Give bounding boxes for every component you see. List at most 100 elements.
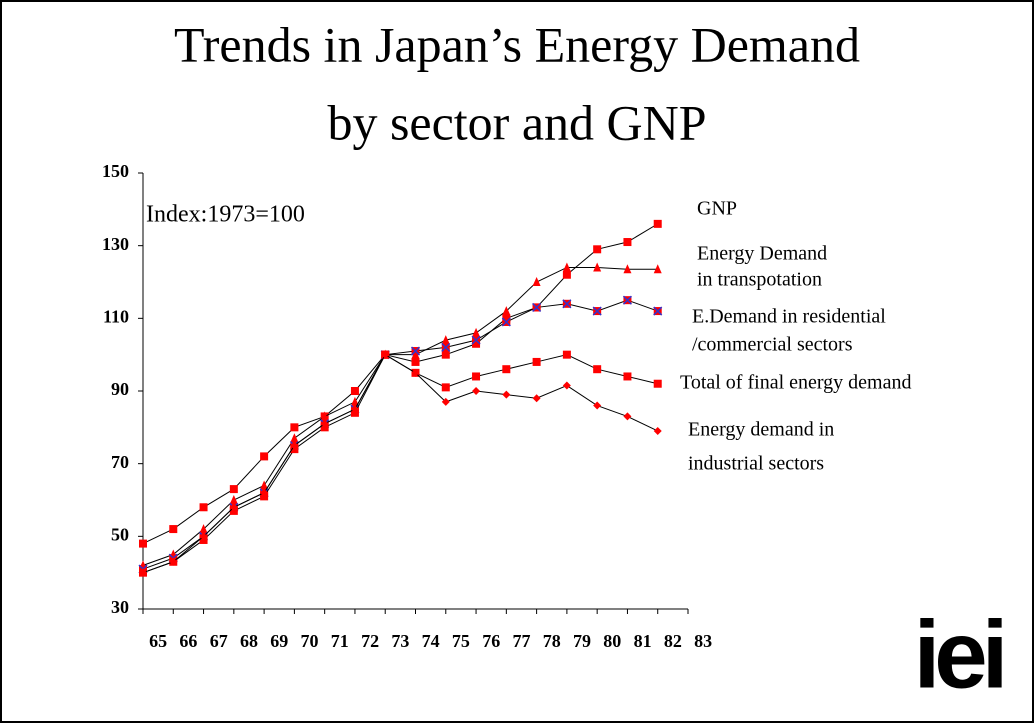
x-tick-label: 81	[634, 631, 652, 651]
x-tick-label: 77	[512, 631, 530, 651]
marker	[441, 397, 450, 406]
marker	[562, 350, 571, 359]
y-tick-label: 30	[111, 597, 129, 617]
y-tick-label: 150	[102, 161, 129, 181]
x-tick-label: 79	[573, 631, 591, 651]
marker	[653, 219, 662, 228]
marker	[593, 365, 602, 374]
marker	[411, 357, 420, 366]
marker	[472, 327, 481, 337]
marker	[562, 262, 571, 272]
marker	[472, 387, 481, 395]
marker-cross	[622, 295, 632, 305]
marker	[562, 381, 571, 390]
x-tick-label: 75	[452, 631, 470, 651]
marker-cross	[471, 335, 481, 345]
title-line: by sector and GNP	[327, 94, 706, 150]
marker	[169, 525, 178, 534]
marker	[139, 539, 147, 548]
marker	[320, 419, 329, 428]
title-line: Trends in Japan’s Energy Demand	[174, 16, 860, 72]
annotation: Index:1973=100	[146, 202, 305, 228]
series-label: Energy Demand	[697, 243, 827, 265]
marker	[381, 350, 390, 359]
marker	[441, 350, 450, 359]
marker	[199, 532, 208, 541]
marker	[653, 379, 662, 388]
x-tick-label: 78	[543, 631, 561, 651]
series-label: Energy demand in	[688, 419, 834, 441]
marker	[653, 426, 662, 435]
x-tick-label: 74	[422, 631, 440, 651]
marker	[169, 557, 178, 566]
marker	[532, 357, 541, 366]
series-line	[142, 266, 658, 566]
x-tick-label: 80	[603, 631, 621, 651]
marker-cross	[410, 346, 421, 356]
marker	[593, 401, 602, 410]
x-tick-label: 65	[149, 631, 167, 651]
series-label: GNP	[697, 198, 737, 220]
marker	[472, 372, 481, 381]
marker	[623, 264, 632, 274]
marker	[139, 568, 147, 577]
marker	[532, 394, 541, 403]
marker	[229, 503, 238, 512]
marker	[320, 411, 329, 421]
marker	[260, 452, 269, 461]
x-tick-label: 67	[210, 631, 228, 651]
x-tick-label: 72	[361, 631, 379, 651]
marker	[532, 277, 541, 286]
series-line	[142, 223, 658, 545]
marker	[623, 372, 632, 381]
marker	[290, 441, 299, 450]
marker-cross	[441, 342, 451, 352]
y-tick-label: 90	[111, 379, 129, 399]
marker	[502, 306, 511, 316]
marker	[260, 480, 269, 490]
x-tick-label: 82	[664, 631, 682, 651]
marker	[290, 423, 299, 432]
marker	[502, 390, 511, 399]
marker-cross	[562, 299, 572, 309]
marker	[562, 270, 571, 279]
marker	[350, 396, 359, 406]
x-tick-label: 83	[694, 631, 712, 651]
x-tick-label: 70	[301, 631, 319, 651]
marker	[441, 383, 450, 392]
marker	[199, 503, 208, 512]
series-label: in transpotation	[697, 269, 822, 291]
marker-cross	[653, 306, 663, 316]
x-tick-label: 66	[179, 631, 197, 651]
marker	[290, 433, 299, 443]
marker	[623, 238, 632, 247]
x-tick-label: 71	[331, 631, 349, 651]
marker-cross	[532, 302, 542, 312]
marker-cross	[501, 317, 511, 327]
series-label: Total of final energy demand	[680, 372, 911, 394]
series-label: /commercial sectors	[692, 334, 853, 356]
y-tick-label: 50	[111, 524, 129, 544]
marker	[502, 365, 511, 374]
y-tick-label: 110	[103, 306, 129, 326]
marker	[653, 264, 662, 274]
marker	[260, 488, 269, 497]
marker	[199, 524, 208, 534]
series-label: E.Demand in residential	[692, 306, 886, 328]
marker	[593, 262, 602, 272]
marker	[411, 368, 420, 377]
x-tick-label: 69	[270, 631, 288, 651]
series-line	[142, 353, 658, 574]
logo: iei	[914, 601, 1003, 708]
marker	[350, 405, 359, 414]
series-label: industrial sectors	[688, 453, 824, 475]
y-tick-label: 70	[111, 452, 129, 472]
marker	[229, 485, 238, 494]
x-tick-label: 68	[240, 631, 258, 651]
marker	[623, 412, 632, 421]
x-tick-label: 76	[482, 631, 500, 651]
marker	[229, 495, 238, 504]
x-tick-label: 73	[391, 631, 409, 651]
